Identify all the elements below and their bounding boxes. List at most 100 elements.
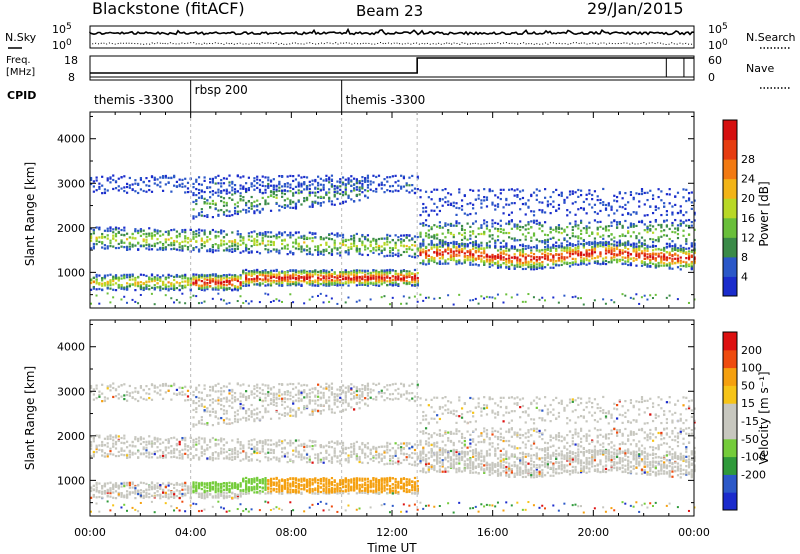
power-cell bbox=[563, 246, 566, 250]
velocity-cell bbox=[114, 436, 118, 439]
power-cell bbox=[308, 191, 311, 195]
power-cell bbox=[654, 253, 657, 256]
power-cell bbox=[574, 246, 577, 250]
power-cell bbox=[137, 231, 140, 235]
power-cell bbox=[350, 198, 353, 201]
power-cell bbox=[483, 219, 486, 222]
power-cell bbox=[377, 248, 381, 251]
power-cell bbox=[330, 250, 334, 253]
power-cell bbox=[463, 228, 466, 232]
power-cell bbox=[267, 248, 270, 251]
power-cell bbox=[693, 228, 696, 231]
power-cell bbox=[167, 181, 170, 184]
velocity-cell bbox=[112, 436, 115, 439]
power-cell bbox=[200, 237, 203, 240]
power-cell bbox=[574, 263, 577, 266]
power-cell bbox=[383, 243, 386, 246]
power-cell bbox=[433, 259, 436, 263]
power-cell bbox=[557, 227, 561, 230]
power-cell bbox=[369, 273, 372, 276]
power-cell bbox=[455, 241, 458, 244]
velocity-cell bbox=[112, 504, 115, 507]
power-cell bbox=[195, 240, 198, 243]
power-cell bbox=[289, 231, 292, 234]
power-cell bbox=[239, 184, 242, 187]
power-cell bbox=[541, 211, 544, 214]
power-cell bbox=[164, 183, 167, 186]
power-cell bbox=[256, 235, 259, 238]
power-cell bbox=[228, 210, 231, 213]
power-cell bbox=[242, 250, 245, 253]
power-cell bbox=[150, 235, 154, 238]
power-cell bbox=[90, 176, 93, 180]
power-cell bbox=[167, 233, 170, 237]
power-cell bbox=[247, 235, 250, 238]
power-cell bbox=[591, 249, 594, 252]
power-cell bbox=[286, 175, 289, 178]
power-cell bbox=[604, 262, 608, 266]
power-cell bbox=[654, 245, 657, 248]
power-cell bbox=[430, 243, 433, 246]
power-cell bbox=[134, 237, 137, 240]
power-cell bbox=[527, 205, 530, 208]
power-cell bbox=[369, 276, 372, 280]
power-cell bbox=[289, 293, 292, 296]
power-cell bbox=[112, 234, 115, 237]
power-cell bbox=[90, 178, 93, 181]
power-cell bbox=[690, 224, 693, 227]
power-cell bbox=[571, 243, 574, 246]
power-cell bbox=[369, 243, 372, 246]
power-cell bbox=[460, 233, 464, 237]
power-cell bbox=[250, 250, 253, 253]
power-cell bbox=[613, 254, 616, 257]
power-cell bbox=[632, 223, 635, 226]
power-cell bbox=[372, 181, 375, 184]
power-cell bbox=[687, 263, 691, 266]
velocity-cell bbox=[106, 397, 109, 400]
power-cell bbox=[593, 210, 597, 214]
cpid-program-label: rbsp 200 bbox=[195, 83, 248, 97]
power-cell bbox=[292, 206, 295, 209]
power-cell bbox=[173, 286, 176, 289]
power-cell bbox=[496, 264, 500, 267]
power-cell bbox=[679, 224, 682, 227]
velocity-cell bbox=[112, 487, 115, 491]
power-cell bbox=[607, 251, 610, 254]
power-cell bbox=[397, 189, 400, 193]
power-cell bbox=[281, 205, 284, 208]
power-cell bbox=[422, 242, 425, 245]
power-cell bbox=[604, 208, 608, 211]
velocity-cell bbox=[142, 447, 145, 451]
power-cell bbox=[120, 239, 123, 242]
power-cell bbox=[294, 185, 298, 188]
power-cell bbox=[319, 292, 322, 295]
power-cell bbox=[488, 255, 491, 259]
power-cell bbox=[436, 237, 439, 240]
power-cell bbox=[181, 287, 184, 290]
power-cell bbox=[460, 249, 464, 252]
power-cell bbox=[372, 276, 375, 279]
power-cell bbox=[508, 261, 511, 264]
power-cell bbox=[278, 279, 281, 282]
power-cell bbox=[660, 190, 663, 193]
power-cell bbox=[615, 253, 619, 256]
power-cell bbox=[294, 247, 298, 250]
power-cell bbox=[214, 236, 217, 239]
power-cell bbox=[424, 263, 428, 266]
power-cell bbox=[203, 286, 206, 289]
power-cell bbox=[352, 274, 356, 278]
power-cell bbox=[563, 257, 566, 260]
power-cell bbox=[258, 252, 262, 255]
velocity-cell bbox=[98, 393, 101, 397]
power-cell bbox=[264, 202, 267, 205]
power-cell bbox=[676, 254, 680, 257]
power-cell bbox=[438, 209, 442, 213]
power-cell bbox=[474, 241, 477, 244]
power-cell bbox=[568, 237, 572, 240]
velocity-cell bbox=[131, 396, 134, 399]
power-cell bbox=[247, 281, 250, 285]
power-colorbar-tick: 12 bbox=[741, 231, 755, 244]
power-cell bbox=[629, 213, 633, 216]
power-cell bbox=[156, 183, 159, 186]
power-cell bbox=[148, 284, 151, 287]
